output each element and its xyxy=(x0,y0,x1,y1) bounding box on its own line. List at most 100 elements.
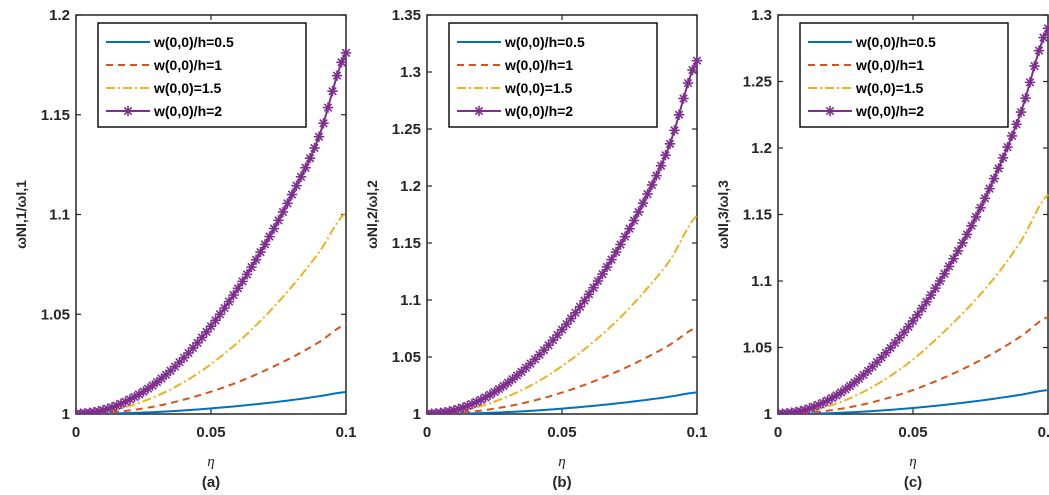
data-point-marker xyxy=(287,190,297,199)
panel-caption: (a) xyxy=(202,474,220,491)
data-point-marker xyxy=(616,240,625,249)
data-point-marker xyxy=(958,238,967,248)
series-line-3 xyxy=(427,214,698,414)
data-point-marker xyxy=(580,296,589,305)
data-point-marker xyxy=(571,308,580,317)
panel-caption: (c) xyxy=(904,474,922,491)
data-point-marker xyxy=(976,203,985,213)
data-point-marker xyxy=(575,302,585,312)
y-tick-label: 1.15 xyxy=(392,235,421,252)
data-point-marker xyxy=(224,297,234,306)
plot-area xyxy=(778,23,1049,414)
chart-panel-c: 1 1.05 1.1 1.15 1.2 1.25 1.3 0 0.05 0.1 η ωNl,3/ωl,… xyxy=(715,7,1049,491)
data-point-marker xyxy=(251,255,261,264)
x-tick-label: 0.05 xyxy=(898,424,927,441)
legend-label-1: w(0,0)/h=0.5 xyxy=(504,34,585,50)
y-tick-label: 1.3 xyxy=(400,64,421,81)
data-point-marker xyxy=(260,240,270,249)
legend: w(0,0)/h=0.5 w(0,0)/h=1 w(0,0)=1.5 w(0,0)/h… xyxy=(448,22,658,128)
data-point-marker xyxy=(337,58,346,67)
data-point-marker xyxy=(904,322,913,331)
data-point-marker xyxy=(620,232,630,241)
series-line-1 xyxy=(778,389,1049,414)
data-point-marker xyxy=(674,110,684,120)
legend-label-4: w(0,0)/h=2 xyxy=(504,103,573,119)
legend-label-1: w(0,0)/h=0.5 xyxy=(153,34,234,50)
data-point-marker xyxy=(985,184,994,193)
data-point-marker xyxy=(922,297,931,307)
data-point-marker xyxy=(332,71,342,80)
data-point-marker xyxy=(1034,46,1044,55)
x-tick-label: 0.1 xyxy=(1038,424,1049,441)
data-point-marker xyxy=(638,198,648,208)
legend-box xyxy=(97,22,307,128)
series-line-3 xyxy=(778,193,1049,414)
data-point-marker xyxy=(1025,78,1035,87)
plot-area xyxy=(76,47,352,414)
data-point-marker xyxy=(607,255,616,264)
data-point-marker xyxy=(940,269,949,278)
legend-marker xyxy=(123,106,133,116)
data-point-marker xyxy=(665,139,675,149)
data-point-marker xyxy=(211,316,220,325)
y-axis-label: ωNl,1/ωl,1 xyxy=(13,180,29,249)
data-point-marker xyxy=(310,143,319,153)
data-point-marker xyxy=(962,230,972,239)
x-axis-label: η xyxy=(909,454,916,470)
data-point-marker xyxy=(926,290,936,300)
data-point-marker xyxy=(944,262,954,271)
y-tick-label: 1.05 xyxy=(392,349,421,366)
data-point-marker xyxy=(980,194,990,203)
legend: w(0,0)/h=0.5 w(0,0)/h=1 w(0,0)=1.5 w(0,0)/h… xyxy=(97,22,307,128)
data-point-marker xyxy=(1021,93,1030,103)
data-point-marker xyxy=(233,284,243,293)
series-markers-4 xyxy=(427,55,703,414)
data-point-marker xyxy=(629,216,639,225)
series-line-2 xyxy=(778,316,1049,414)
data-point-marker xyxy=(994,164,1003,173)
data-point-marker xyxy=(296,172,306,182)
data-point-marker xyxy=(247,262,256,272)
data-point-marker xyxy=(341,48,351,58)
data-point-marker xyxy=(602,262,612,272)
data-point-marker xyxy=(598,269,607,279)
y-tick-label: 1.05 xyxy=(41,306,70,323)
series-line-1 xyxy=(76,391,347,414)
data-point-marker xyxy=(1003,142,1012,152)
x-tick-label: 0 xyxy=(72,424,80,441)
data-point-marker xyxy=(229,290,238,300)
data-point-marker xyxy=(202,327,211,337)
data-point-marker xyxy=(634,207,643,217)
series-markers-4 xyxy=(778,23,1049,414)
plot-area xyxy=(427,55,703,414)
data-point-marker xyxy=(305,153,315,163)
legend-box xyxy=(799,22,1009,128)
data-point-marker xyxy=(679,94,688,103)
data-point-marker xyxy=(935,276,945,286)
x-tick-label: 0 xyxy=(774,424,782,441)
data-point-marker xyxy=(242,270,252,279)
series-line-2 xyxy=(76,323,347,414)
y-tick-label: 1.25 xyxy=(743,74,772,91)
x-tick-label: 0 xyxy=(423,424,431,441)
x-axis-label: η xyxy=(207,454,214,470)
data-point-marker xyxy=(269,224,279,233)
data-point-marker xyxy=(274,216,283,225)
x-axis-label: η xyxy=(558,454,565,470)
data-point-marker xyxy=(301,163,310,172)
legend-marker xyxy=(825,106,835,116)
data-point-marker xyxy=(661,150,670,160)
series-line-3 xyxy=(76,211,347,414)
data-point-marker xyxy=(584,290,594,299)
data-point-marker xyxy=(652,171,661,180)
x-tick-label: 0.1 xyxy=(336,424,357,441)
y-tick-label: 1.05 xyxy=(743,340,772,357)
y-tick-label: 1.2 xyxy=(49,7,70,24)
legend: w(0,0)/h=0.5 w(0,0)/h=1 w(0,0)=1.5 w(0,0)/h… xyxy=(799,22,1009,128)
data-point-marker xyxy=(841,385,850,394)
x-tick-label: 0.05 xyxy=(196,424,225,441)
data-point-marker xyxy=(1012,120,1021,129)
y-axis-label: ωNl,3/ωl,3 xyxy=(715,180,731,249)
data-point-marker xyxy=(1030,61,1039,71)
